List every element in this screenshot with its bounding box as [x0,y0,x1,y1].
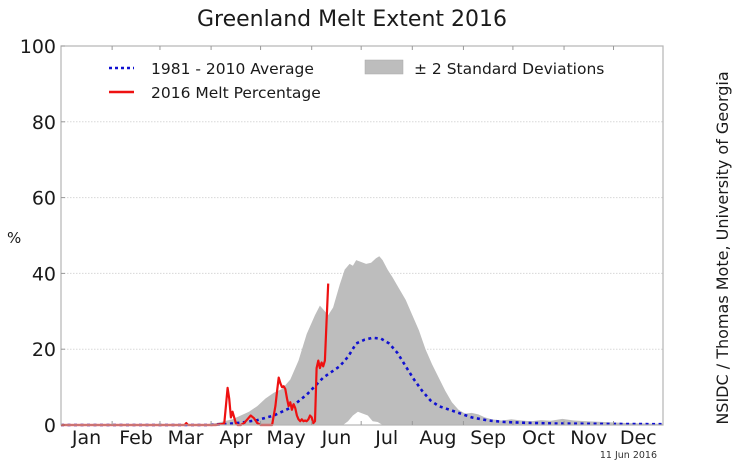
legend-melt-label: 2016 Melt Percentage [151,84,321,102]
x-ticks [111,46,615,425]
month-label-nov: Nov [570,427,607,449]
chart-title: Greenland Melt Extent 2016 [197,7,507,32]
date-stamp: 11 Jun 2016 [600,450,657,461]
month-label-jul: Jul [374,427,398,449]
legend-stddev-swatch [364,59,404,75]
plot-frame [60,45,664,426]
y-tick-label: 20 [32,339,56,361]
average-line-group [61,336,664,427]
legend: 1981 - 2010 Average 2016 Melt Percentage… [109,59,604,102]
legend-average-label: 1981 - 2010 Average [151,60,314,78]
y-tick-label: 60 [32,188,56,210]
month-label-sep: Sep [470,427,506,449]
y-tick-label: 100 [20,36,56,58]
month-label-aug: Aug [419,427,456,449]
std-dev-band [61,256,663,425]
month-label-apr: Apr [219,427,252,449]
melt-line-group [61,283,330,427]
y-tick-label: 0 [44,415,56,437]
y-tick-label: 40 [32,263,56,285]
month-label-feb: Feb [119,427,153,449]
y-ticks: 0 20 40 60 80 100 [20,36,65,437]
month-label-may: May [266,427,305,449]
month-label-oct: Oct [522,427,555,449]
legend-stddev-label: ± 2 Standard Deviations [414,60,604,78]
std-dev-area [61,256,663,425]
month-label-jun: Jun [321,427,352,449]
month-label-dec: Dec [620,427,657,449]
y-tick-label: 80 [32,112,56,134]
average-line [61,336,664,427]
y-axis-label: % [7,229,21,247]
month-label-jan: Jan [71,427,101,449]
month-label-mar: Mar [168,427,204,449]
month-labels: Jan Feb Mar Apr May Jun Jul Aug Sep Oct Nov Dec [71,427,657,449]
credit-text: NSIDC / Thomas Mote, University of Georg… [713,71,732,424]
melt-2016-line [61,283,330,427]
